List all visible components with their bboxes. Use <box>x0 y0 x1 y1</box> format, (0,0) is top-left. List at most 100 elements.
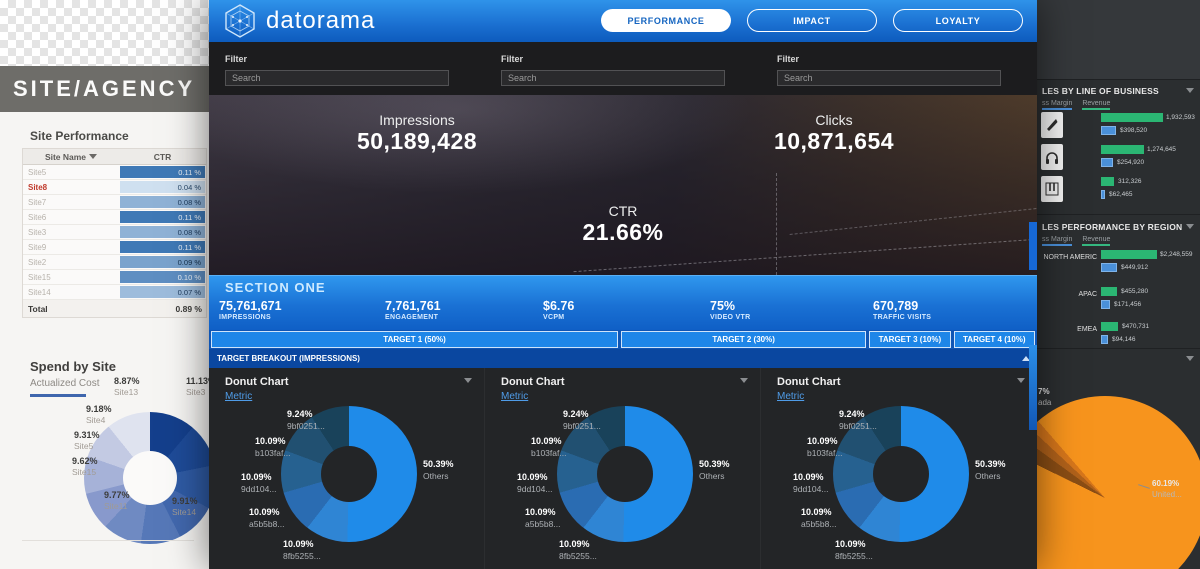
donut-hole <box>597 446 653 502</box>
region-title: LES PERFORMANCE BY REGION <box>1042 222 1183 232</box>
legend-margin[interactable]: ss Margin <box>1042 236 1073 246</box>
legend-revenue[interactable]: Revenue <box>1082 100 1111 110</box>
margin-bar[interactable] <box>1101 158 1113 167</box>
margin-bar[interactable] <box>1101 126 1116 135</box>
legend-revenue[interactable]: Revenue <box>1082 236 1111 246</box>
pie-label: 9.77% Site11 <box>104 490 130 511</box>
bar-value: $62,465 <box>1109 191 1133 198</box>
target-3-button[interactable]: TARGET 3 (10%) <box>869 331 951 348</box>
pie-label: 10.09% 9dd104... <box>241 472 277 494</box>
donut-chart[interactable] <box>557 406 693 542</box>
nav-tab-impact[interactable]: IMPACT <box>747 9 877 32</box>
bar-value: 312,326 <box>1118 178 1142 185</box>
bar-value: $2,248,559 <box>1160 251 1193 258</box>
chevron-down-icon[interactable] <box>1186 356 1194 361</box>
table-row: Site14 0.07 % <box>23 285 206 300</box>
target-breakout-bar[interactable]: TARGET BREAKOUT (IMPRESSIONS) <box>209 349 1037 368</box>
bar-value: $449,912 <box>1121 264 1149 271</box>
app-logo-text: datorama <box>266 7 376 34</box>
metric-video-vtr: 75% VIDEO VTR <box>710 299 751 321</box>
target-1-button[interactable]: TARGET 1 (50%) <box>211 331 619 348</box>
divider <box>1037 348 1200 349</box>
pie-label: 9.24% 9bf0251... <box>287 409 325 431</box>
region-label: APAC <box>1078 291 1097 298</box>
country-pie-chart[interactable] <box>1037 396 1200 569</box>
revenue-bar[interactable] <box>1101 250 1157 259</box>
pie-label: 10.09% b103faf... <box>807 436 843 458</box>
revenue-bar[interactable] <box>1101 177 1114 186</box>
column-header-ctr[interactable]: CTR <box>153 151 172 162</box>
spend-by-site-donut-chart[interactable] <box>84 412 209 544</box>
filter-search-input-3[interactable] <box>777 70 1002 86</box>
revenue-bar[interactable] <box>1101 113 1163 122</box>
region-legend: ss Margin Revenue <box>1042 236 1111 246</box>
donut-chart-title: Donut Chart <box>777 376 841 388</box>
chevron-down-icon[interactable] <box>1186 224 1194 229</box>
pie-label: 10.09% a5b5b8... <box>525 507 561 529</box>
nav-tab-loyalty[interactable]: LOYALTY <box>893 9 1023 32</box>
chevron-down-icon[interactable] <box>740 378 748 383</box>
background-window-strip <box>1029 222 1037 270</box>
metric-link[interactable]: Metric <box>501 391 529 402</box>
section-one-band: SECTION ONE 75,761,671 IMPRESSIONS 7,761… <box>209 275 1037 330</box>
transparency-checkerboard <box>0 0 209 66</box>
kpi-impressions: Impressions 50,189,428 <box>356 112 478 154</box>
datorama-dashboard-window: datorama PERFORMANCE IMPACT LOYALTY Filt… <box>209 0 1037 569</box>
decorative-dashed-line <box>789 208 1037 235</box>
metric-traffic-visits: 670,789 TRAFFIC VISITS <box>873 299 932 321</box>
site-agency-banner: SITE/AGENCY <box>0 66 209 112</box>
filter-bar: Filter Filter Filter <box>209 42 1037 95</box>
filter-label: Filter <box>225 54 248 64</box>
datorama-logo-icon <box>225 4 255 38</box>
donut-chart[interactable] <box>281 406 417 542</box>
bar-value: $398,520 <box>1120 127 1148 134</box>
revenue-bar[interactable] <box>1101 145 1144 154</box>
filter-search-input-2[interactable] <box>501 70 726 86</box>
margin-bar[interactable] <box>1101 190 1105 199</box>
site-performance-title: Site Performance <box>30 129 129 143</box>
chevron-down-icon[interactable] <box>464 378 472 383</box>
site-agency-panel: SITE/AGENCY Site Performance Site Name C… <box>0 0 209 569</box>
app-header: datorama PERFORMANCE IMPACT LOYALTY <box>209 0 1037 42</box>
revenue-bar[interactable] <box>1101 287 1117 296</box>
donut-chart[interactable] <box>833 406 969 542</box>
bar-value: $94,146 <box>1112 336 1136 343</box>
spend-legend-swatch <box>30 394 86 397</box>
ctr-bar: 0.04 % <box>120 181 205 193</box>
metric-impressions: 75,761,671 IMPRESSIONS <box>219 299 282 321</box>
spend-by-site-title: Spend by Site <box>30 359 116 374</box>
target-2-button[interactable]: TARGET 2 (30%) <box>621 331 867 348</box>
revenue-bar[interactable] <box>1101 322 1118 331</box>
margin-bar[interactable] <box>1101 263 1117 272</box>
donut-chart-panel-3: Donut Chart Metric 9.24% 9bf0251... 10.09… <box>761 368 1037 569</box>
pie-label: 9.24% 9bf0251... <box>839 409 877 431</box>
pie-label: 50.39% Others <box>423 459 454 481</box>
metric-vcpm: $6.76 VCPM <box>543 299 575 321</box>
pie-label: 10.09% 8fb5255... <box>835 539 873 561</box>
nav-tab-performance[interactable]: PERFORMANCE <box>601 9 731 32</box>
margin-bar[interactable] <box>1101 335 1108 344</box>
margin-bar[interactable] <box>1101 300 1110 309</box>
filter-group-1: Filter <box>209 42 485 95</box>
section-one-title: SECTION ONE <box>225 280 326 295</box>
ctr-bar: 0.11 % <box>120 241 205 253</box>
metric-link[interactable]: Metric <box>777 391 805 402</box>
bar-value: $171,456 <box>1114 301 1142 308</box>
filter-search-input-1[interactable] <box>225 70 450 86</box>
ctr-bar: 0.09 % <box>120 256 205 268</box>
chevron-down-icon[interactable] <box>1186 88 1194 93</box>
pie-label: 10.09% b103faf... <box>531 436 567 458</box>
chevron-down-icon[interactable] <box>1017 378 1025 383</box>
target-4-button[interactable]: TARGET 4 (10%) <box>953 331 1035 348</box>
column-header-site-name[interactable]: Site Name <box>23 149 119 164</box>
background-header-area <box>1037 0 1200 80</box>
bar-value: $470,731 <box>1122 323 1150 330</box>
metric-link[interactable]: Metric <box>225 391 253 402</box>
hero-kpi-section: Impressions 50,189,428 Clicks 10,871,654… <box>209 95 1037 275</box>
metric-engagement: 7,761,761 ENGAGEMENT <box>385 299 441 321</box>
pie-label: 10.09% 9dd104... <box>793 472 829 494</box>
divider <box>22 540 194 541</box>
legend-margin[interactable]: ss Margin <box>1042 100 1073 110</box>
filter-label: Filter <box>501 54 524 64</box>
